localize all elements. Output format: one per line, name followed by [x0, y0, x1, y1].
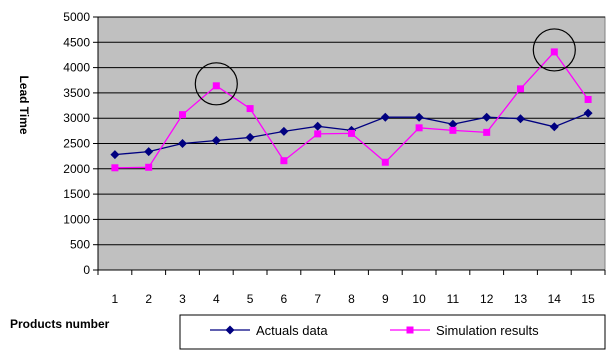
- y-tick-label: 3500: [63, 86, 90, 100]
- data-point: [178, 139, 187, 148]
- gridlines: [93, 16, 606, 275]
- y-tick-label: 5000: [63, 10, 90, 24]
- data-point: [414, 112, 424, 122]
- annotation-circle: [194, 62, 238, 106]
- x-tick-label: 6: [281, 292, 288, 306]
- legend-entry: Actuals data: [210, 323, 328, 338]
- data-point: [381, 158, 389, 166]
- x-tick-label: 11: [447, 292, 460, 306]
- annotation-layer: [194, 28, 576, 106]
- y-tick-label: 4500: [63, 35, 90, 49]
- data-point: [313, 121, 323, 131]
- data-point: [145, 163, 153, 171]
- data-point: [144, 147, 154, 157]
- data-point: [449, 126, 457, 134]
- data-point: [212, 82, 220, 90]
- x-axis-title: Products number: [10, 317, 110, 331]
- x-tick-label: 10: [412, 292, 426, 306]
- x-tick-label: 2: [145, 292, 152, 306]
- data-point: [246, 105, 254, 113]
- data-point: [111, 164, 119, 172]
- data-point: [583, 108, 593, 118]
- x-axis-tick-labels: 1 2 3 4 5 6 7 8 9 10 11 12 13 14 15: [112, 292, 596, 306]
- y-axis-title: Lead Time: [17, 75, 31, 134]
- x-tick-label: 1: [112, 292, 119, 306]
- data-point: [314, 130, 322, 138]
- data-point: [415, 124, 423, 132]
- data-point: [517, 85, 524, 93]
- annotation-circle: [532, 28, 576, 72]
- legend-label: Simulation results: [436, 323, 539, 338]
- data-point: [245, 132, 255, 142]
- y-axis-tick-labels: 0 500 1000 1500 2000 2500 3000 3500 4000 4500 5000: [63, 10, 90, 277]
- x-tick-label: 14: [548, 292, 562, 306]
- legend-box: [179, 314, 606, 350]
- x-tick-label: 3: [179, 292, 186, 306]
- series-simulation-results: [111, 48, 592, 172]
- y-tick-label: 500: [70, 238, 90, 252]
- x-tick-label: 4: [213, 292, 220, 306]
- x-tick-label: 9: [382, 292, 389, 306]
- y-tick-label: 1000: [63, 212, 90, 226]
- data-point: [482, 112, 492, 122]
- x-tick-label: 5: [247, 292, 254, 306]
- data-point: [279, 126, 289, 136]
- x-tick-label: 15: [581, 292, 595, 306]
- y-tick-label: 2000: [63, 162, 90, 176]
- legend: Actuals data Simulation results: [179, 314, 606, 350]
- data-point: [348, 129, 355, 137]
- data-point: [280, 157, 288, 165]
- y-tick-label: 4000: [63, 61, 90, 75]
- data-point: [584, 95, 592, 103]
- data-point: [516, 114, 525, 124]
- y-tick-label: 1500: [63, 187, 90, 201]
- data-point: [550, 48, 558, 56]
- x-tick-label: 13: [514, 292, 528, 306]
- y-tick-label: 0: [83, 263, 90, 277]
- legend-marker: [225, 325, 235, 335]
- y-tick-label: 2500: [63, 137, 90, 151]
- data-point: [483, 128, 491, 136]
- series-layer: [110, 48, 593, 172]
- x-tick-label: 7: [314, 292, 321, 306]
- legend-entry: Simulation results: [390, 323, 539, 338]
- x-tick-label: 8: [348, 292, 355, 306]
- data-point: [380, 112, 390, 122]
- data-point: [211, 135, 221, 145]
- data-point: [448, 119, 458, 129]
- x-tick-label: 12: [480, 292, 494, 306]
- legend-label: Actuals data: [256, 323, 328, 338]
- data-point: [179, 111, 186, 119]
- data-point: [549, 122, 559, 132]
- data-point: [110, 150, 120, 160]
- legend-marker: [406, 326, 414, 334]
- y-tick-label: 3000: [63, 111, 90, 125]
